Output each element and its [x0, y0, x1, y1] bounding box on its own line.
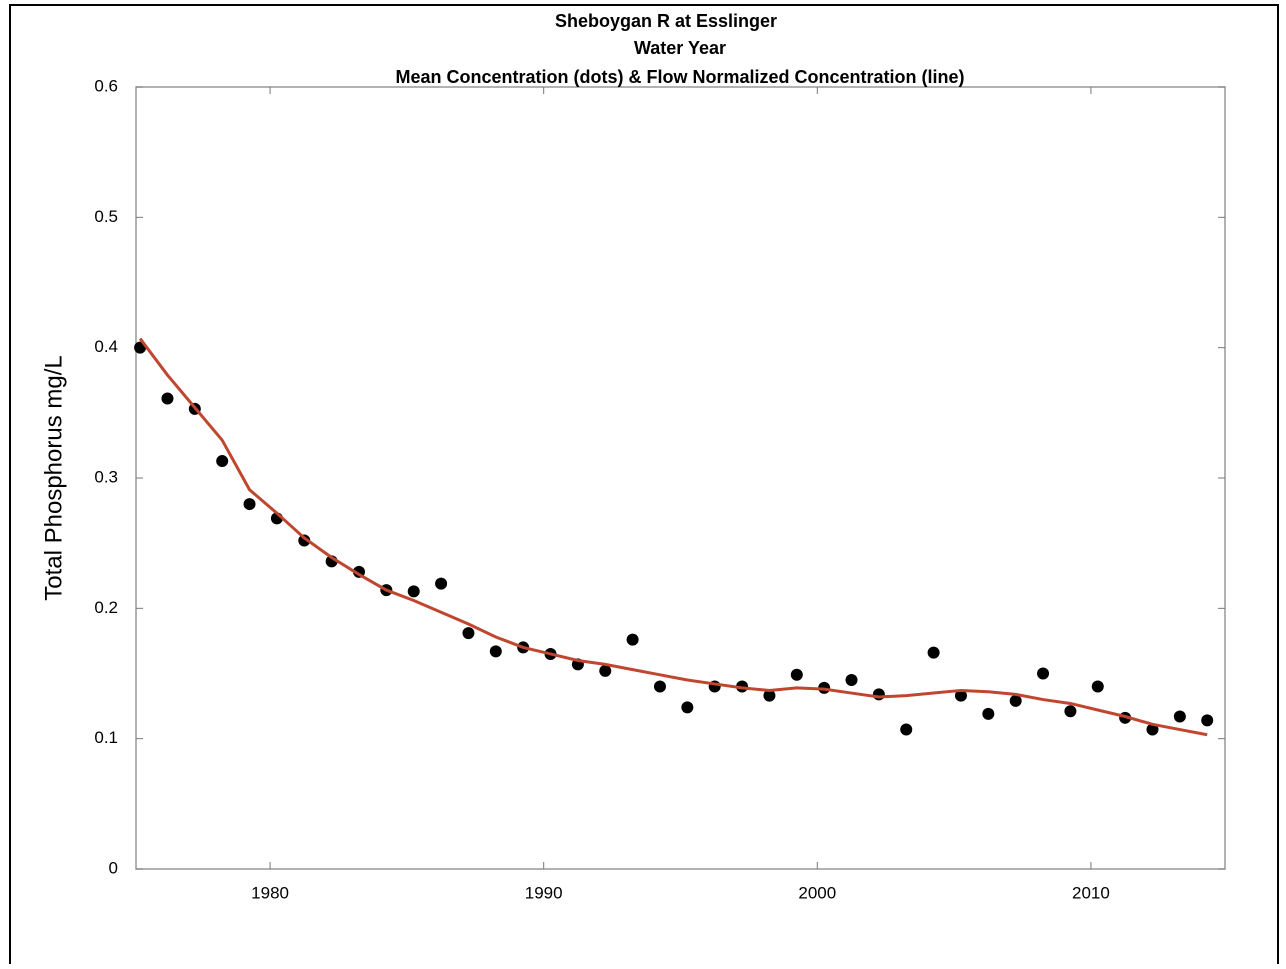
- data-point: [599, 664, 612, 677]
- data-point: [1146, 723, 1159, 736]
- data-point: [243, 498, 256, 511]
- data-point: [435, 577, 448, 590]
- frame: [9, 4, 1279, 969]
- plot-area: [135, 86, 1226, 870]
- data-point: [653, 680, 666, 693]
- data-point: [626, 633, 639, 646]
- data-point: [1009, 694, 1022, 707]
- trend-line: [138, 337, 1208, 737]
- data-point: [927, 646, 940, 659]
- data-point: [845, 674, 858, 687]
- x-tick-label: 2000: [798, 883, 836, 902]
- data-point: [1064, 705, 1077, 718]
- x-tick-label: 2010: [1072, 883, 1110, 902]
- data-point: [1037, 667, 1050, 680]
- y-tick-label: 0.1: [94, 728, 118, 747]
- data-point: [462, 627, 475, 640]
- data-point: [161, 392, 174, 405]
- data-point: [681, 701, 694, 714]
- data-point: [982, 707, 995, 720]
- data-point: [1091, 680, 1104, 693]
- y-tick-label: 0.5: [94, 207, 118, 226]
- y-tick-label: 0.6: [94, 76, 118, 95]
- data-point: [489, 645, 502, 658]
- y-tick-label: 0.2: [94, 598, 118, 617]
- data-point: [763, 689, 776, 702]
- y-tick-label: 0: [109, 858, 118, 877]
- y-tick-label: 0.3: [94, 467, 118, 486]
- chart-title: Sheboygan R at Esslinger: [555, 11, 777, 31]
- data-point: [872, 688, 885, 701]
- data-point: [407, 585, 420, 598]
- data-point: [1201, 714, 1214, 727]
- x-tick-label: 1990: [525, 883, 563, 902]
- y-axis-label: Total Phosphorus mg/L: [40, 355, 67, 600]
- data-point: [954, 689, 967, 702]
- y-tick-label: 0.4: [94, 337, 118, 356]
- data-point: [900, 723, 913, 736]
- chart-subtitle: Mean Concentration (dots) & Flow Normali…: [395, 67, 964, 87]
- data-point: [216, 455, 229, 468]
- x-tick-label: 1980: [251, 883, 289, 902]
- data-point: [298, 534, 311, 547]
- data-point: [1173, 710, 1186, 723]
- data-point: [790, 668, 803, 681]
- chart-subtitle: Water Year: [634, 38, 726, 58]
